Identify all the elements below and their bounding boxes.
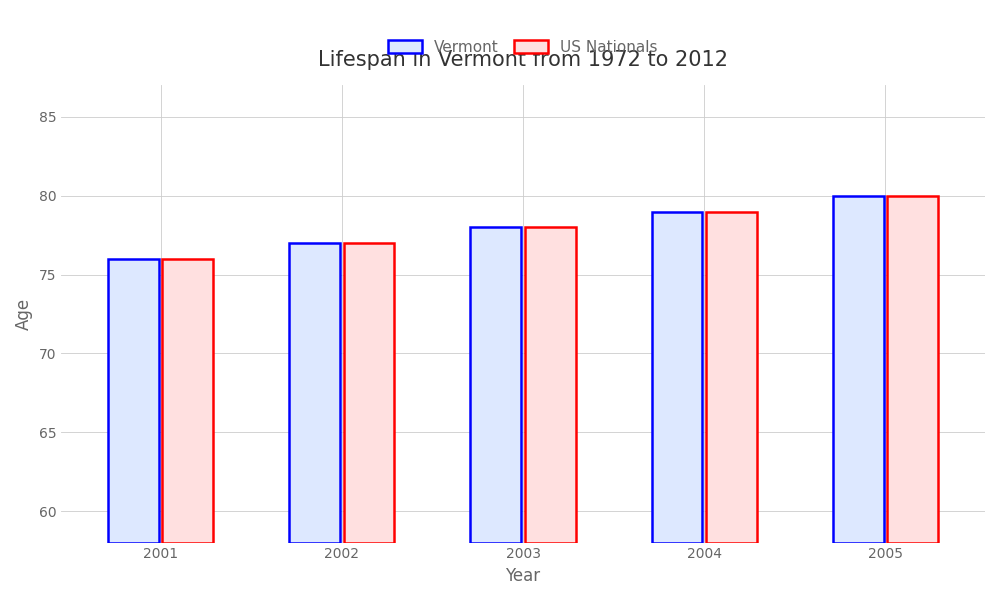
Bar bbox=[887, 196, 938, 542]
Title: Lifespan in Vermont from 1972 to 2012: Lifespan in Vermont from 1972 to 2012 bbox=[318, 50, 728, 70]
Legend: Vermont, US Nationals: Vermont, US Nationals bbox=[382, 34, 664, 61]
Bar bbox=[652, 212, 702, 542]
Bar bbox=[162, 259, 213, 542]
Bar bbox=[108, 259, 159, 542]
Bar bbox=[525, 227, 576, 542]
Bar bbox=[289, 243, 340, 542]
Bar bbox=[344, 243, 394, 542]
Y-axis label: Age: Age bbox=[15, 298, 33, 330]
Bar bbox=[706, 212, 757, 542]
Bar bbox=[470, 227, 521, 542]
X-axis label: Year: Year bbox=[505, 567, 541, 585]
Bar bbox=[833, 196, 884, 542]
